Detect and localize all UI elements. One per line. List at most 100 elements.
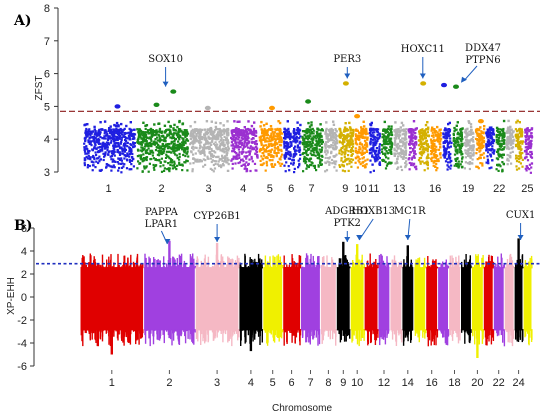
panel-a-point [213, 129, 217, 132]
panel-a-point [116, 138, 119, 141]
panel-a-point [118, 158, 121, 161]
panel-b-point [163, 256, 165, 269]
panel-a-point [521, 165, 524, 168]
panel-a-point [518, 160, 521, 163]
panel-a-point [243, 163, 246, 166]
panel-a-point [526, 134, 529, 137]
panel-a-point [169, 163, 172, 167]
panel-a-point [91, 135, 94, 139]
panel-a-point [290, 143, 293, 146]
panel-a-point [481, 153, 484, 156]
panel-a-point [456, 152, 459, 155]
panel-a-point [150, 142, 153, 145]
panel-a-point [286, 144, 289, 147]
panel-a-point [302, 170, 305, 173]
panel-a-point [143, 159, 146, 162]
panel-a-point [219, 122, 222, 125]
panel-a-point [479, 143, 483, 146]
panel-a-point [213, 167, 217, 170]
panel-a-point [384, 142, 387, 145]
panel-a-point [295, 137, 298, 140]
panel-a-point [518, 121, 521, 124]
panel-a-point [156, 139, 159, 142]
panel-a-point [141, 147, 144, 150]
panel-b-point [250, 267, 253, 269]
panel-a-point [479, 153, 482, 156]
panel-b-point [238, 329, 240, 338]
panel-b-point [165, 263, 168, 269]
panel-a-point [106, 149, 109, 152]
panel-a-point [94, 151, 97, 154]
panel-b-point [238, 257, 240, 269]
panel-a-point [433, 160, 436, 163]
panel-a-point [164, 136, 167, 139]
panel-a-point [382, 152, 385, 155]
panel-a-point [199, 134, 202, 137]
panel-a-point [378, 147, 381, 150]
panel-a-point [412, 164, 415, 167]
panel-a-point [517, 128, 521, 131]
panel-a-point [198, 147, 201, 150]
panel-a-point [469, 144, 472, 147]
panel-a-point [113, 139, 116, 142]
panel-a-point [356, 129, 359, 132]
panel-a-point [425, 161, 428, 164]
panel-a-point [211, 154, 214, 157]
panel-a-point [401, 149, 404, 152]
panel-a-point [214, 125, 218, 129]
panel-a-point [205, 120, 209, 123]
panel-a-point [206, 145, 209, 149]
panel-a-point [435, 145, 438, 148]
panel-a-point [212, 137, 215, 140]
panel-b-y-tick-label: -2 [17, 315, 27, 327]
panel-a-point [148, 132, 151, 135]
panel-a-point [203, 154, 206, 157]
panel-a-point [248, 158, 251, 161]
panel-b-y-tick-label: -6 [17, 361, 27, 373]
panel-a-point [277, 128, 280, 131]
panel-a-point [357, 151, 360, 154]
panel-a-point [125, 132, 128, 135]
panel-a-point [307, 140, 310, 144]
panel-a-point [309, 132, 312, 135]
panel-a-point [109, 155, 112, 158]
panel-b-point [267, 265, 270, 269]
panel-b-point [148, 256, 150, 269]
panel-a-point [240, 134, 243, 137]
panel-a-point [109, 165, 112, 168]
panel-a-point [372, 138, 375, 141]
panel-a-point [512, 139, 515, 142]
panel-a-point [364, 166, 367, 169]
panel-a-point [241, 134, 244, 137]
panel-a-point [110, 169, 113, 172]
panel-a-point [305, 145, 308, 148]
panel-a-point [203, 134, 206, 137]
panel-b-point [162, 266, 164, 269]
panel-b-point [231, 329, 233, 333]
panel-a-point [316, 136, 319, 139]
panel-a-point [321, 138, 324, 141]
panel-a-point [238, 151, 241, 154]
panel-b-point [274, 265, 277, 269]
panel-a-point [360, 130, 363, 133]
panel-a-point [434, 154, 437, 157]
panel-a-peak-point [453, 84, 459, 89]
panel-b-point [199, 267, 201, 269]
panel-a-point [259, 148, 262, 151]
panel-a-point [455, 138, 458, 141]
panel-a-point [381, 150, 384, 154]
panel-a-point [209, 157, 213, 160]
panel-a-point [160, 131, 163, 135]
panel-a-point [209, 133, 212, 136]
panel-b-point [260, 329, 262, 331]
panel-a-point [477, 167, 480, 170]
panel-a-point [403, 151, 406, 154]
panel-b-point [219, 261, 222, 269]
panel-a-point [461, 156, 464, 159]
panel-a-point [240, 159, 243, 162]
panel-a-point [414, 137, 417, 141]
panel-a-point [192, 140, 195, 143]
panel-a-point [84, 139, 87, 142]
panel-a-point [343, 134, 346, 137]
panel-a-point [270, 143, 273, 147]
